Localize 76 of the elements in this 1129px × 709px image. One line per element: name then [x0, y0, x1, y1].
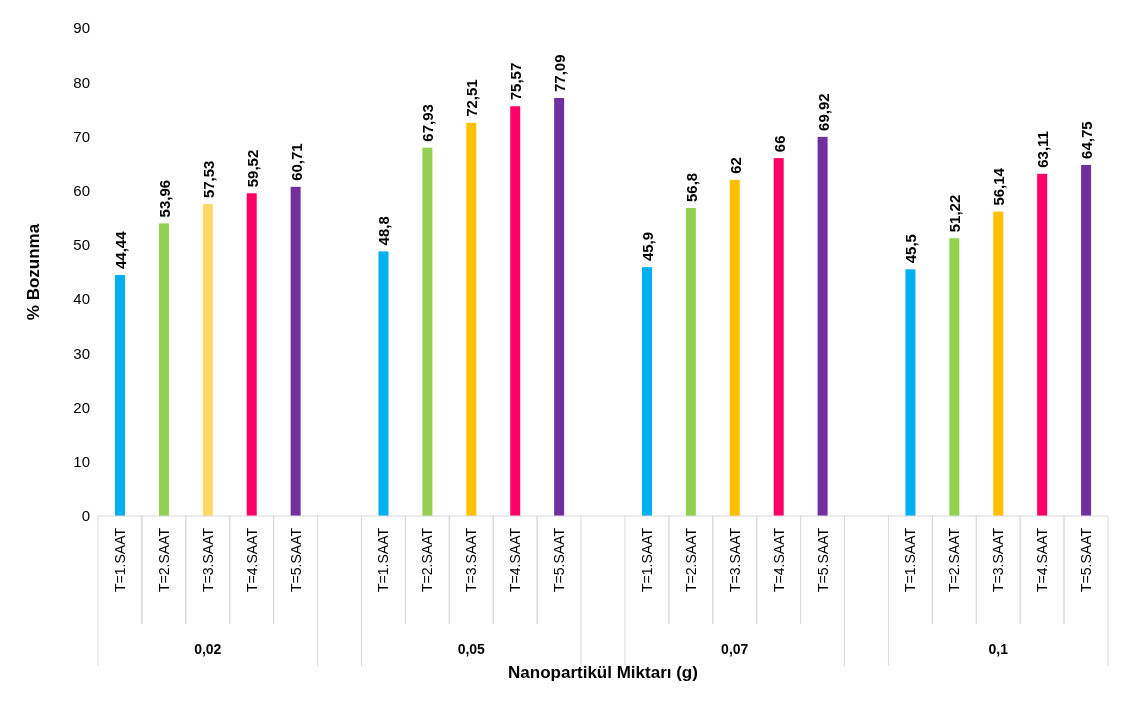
bar — [158, 223, 169, 516]
bar — [554, 98, 565, 516]
x-tick-label: T=4.SAAT — [1034, 527, 1051, 592]
bar — [773, 158, 784, 516]
x-tick-label: T=3.SAAT — [463, 527, 480, 592]
y-axis-title: % Bozunma — [24, 223, 44, 321]
data-label: 66 — [770, 135, 788, 153]
x-tick-label: T=5.SAAT — [287, 527, 304, 592]
x-tick-label: T=2.SAAT — [155, 527, 172, 592]
bar — [290, 186, 301, 516]
text: 0,05 — [457, 641, 486, 657]
bar — [993, 211, 1004, 516]
text: 0,1 — [988, 641, 1009, 657]
data-label: 57,53 — [199, 160, 217, 199]
bar — [905, 269, 916, 516]
bar — [422, 147, 433, 516]
bar — [729, 179, 740, 516]
bar — [510, 106, 521, 516]
x-tick-label: T=1.SAAT — [375, 527, 392, 592]
data-label: 62 — [726, 157, 744, 174]
bar — [466, 122, 477, 516]
x-tick-label: T=2.SAAT — [946, 527, 963, 592]
text: 0,07 — [721, 641, 749, 657]
y-tick-label: 80 — [73, 73, 90, 91]
data-label: 75,57 — [507, 62, 525, 101]
x-tick-label: T=3.SAAT — [990, 527, 1007, 592]
data-label: 69,92 — [814, 93, 832, 131]
data-label: 56,14 — [990, 167, 1008, 206]
bar — [817, 136, 828, 516]
data-label: 48,8 — [375, 216, 393, 246]
x-tick-label: T=1.SAAT — [638, 527, 655, 592]
x-tick-label: T=2.SAAT — [419, 527, 436, 592]
data-label: 77,09 — [551, 54, 569, 92]
bar — [949, 238, 960, 516]
bar — [246, 193, 257, 516]
data-label: 72,51 — [463, 79, 481, 117]
x-tick-label: T=1.SAAT — [111, 527, 128, 592]
data-label: 60,71 — [287, 143, 305, 181]
data-label: 67,93 — [419, 104, 437, 142]
x-tick-label: T=1.SAAT — [902, 527, 919, 592]
y-tick-label: 70 — [73, 127, 90, 145]
y-tick-label: 20 — [73, 398, 90, 416]
y-tick-label: 50 — [73, 236, 90, 254]
data-label: 59,52 — [243, 149, 261, 188]
x-tick-label: T=5.SAAT — [1078, 527, 1095, 592]
text: 0,02 — [194, 641, 222, 657]
y-tick-label: 0 — [81, 507, 90, 525]
bar — [641, 267, 652, 516]
y-tick-label: 40 — [73, 290, 90, 308]
data-label: 53,96 — [155, 179, 173, 218]
bar — [115, 275, 125, 516]
x-tick-label: T=4.SAAT — [507, 527, 524, 592]
y-tick-label: 10 — [73, 453, 90, 471]
data-label: 45,9 — [638, 231, 656, 262]
bar — [1037, 173, 1048, 516]
bar — [685, 208, 696, 516]
data-label: 45,5 — [902, 234, 920, 264]
y-tick-label: 60 — [73, 181, 90, 199]
x-tick-label: T=3.SAAT — [726, 527, 743, 592]
y-tick-label: 90 — [73, 19, 90, 37]
y-tick-label: 30 — [73, 344, 90, 362]
bar — [378, 251, 389, 516]
x-tick-label: T=2.SAAT — [682, 527, 699, 592]
x-tick-label: T=4.SAAT — [243, 527, 260, 592]
bar — [202, 204, 213, 516]
x-axis-title: Nanopartikül Miktarı (g) — [508, 663, 698, 682]
data-label: 64,75 — [1078, 121, 1096, 159]
data-label: 56,8 — [682, 172, 700, 203]
data-label: 63,11 — [1034, 131, 1052, 168]
data-label: 44,44 — [112, 230, 129, 270]
x-tick-label: T=4.SAAT — [770, 527, 787, 592]
x-tick-label: T=3.SAAT — [199, 527, 216, 592]
bar — [1081, 164, 1092, 516]
x-tick-label: T=5.SAAT — [551, 527, 568, 592]
x-tick-label: T=5.SAAT — [814, 527, 831, 592]
data-label: 51,22 — [946, 194, 964, 233]
